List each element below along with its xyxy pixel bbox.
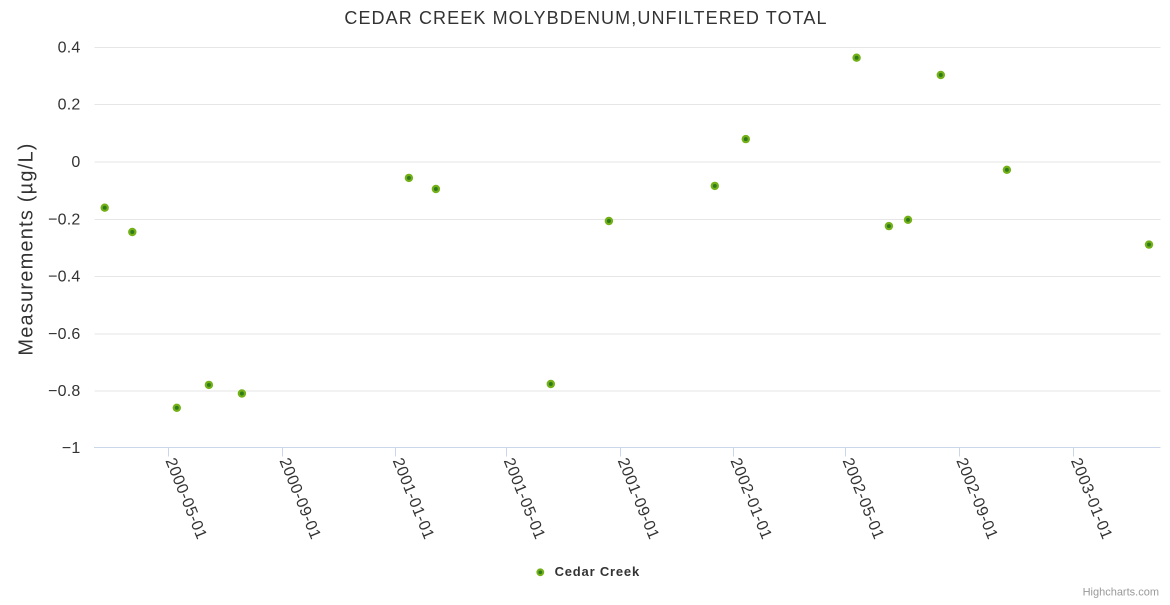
svg-text:Highcharts.com: Highcharts.com xyxy=(1083,587,1159,599)
svg-text:Measurements (µg/L): Measurements (µg/L) xyxy=(15,142,37,355)
svg-text:0: 0 xyxy=(71,154,80,171)
svg-text:−0.8: −0.8 xyxy=(48,383,80,400)
svg-text:CEDAR CREEK MOLYBDENUM,UNFILTE: CEDAR CREEK MOLYBDENUM,UNFILTERED TOTAL xyxy=(344,8,827,28)
svg-text:0.2: 0.2 xyxy=(58,97,81,114)
svg-text:Cedar Creek: Cedar Creek xyxy=(555,564,640,579)
svg-text:−1: −1 xyxy=(62,440,81,457)
svg-text:−0.4: −0.4 xyxy=(48,269,80,286)
svg-text:−0.2: −0.2 xyxy=(48,211,80,228)
svg-text:0.4: 0.4 xyxy=(58,39,81,56)
svg-text:−0.6: −0.6 xyxy=(48,326,80,343)
